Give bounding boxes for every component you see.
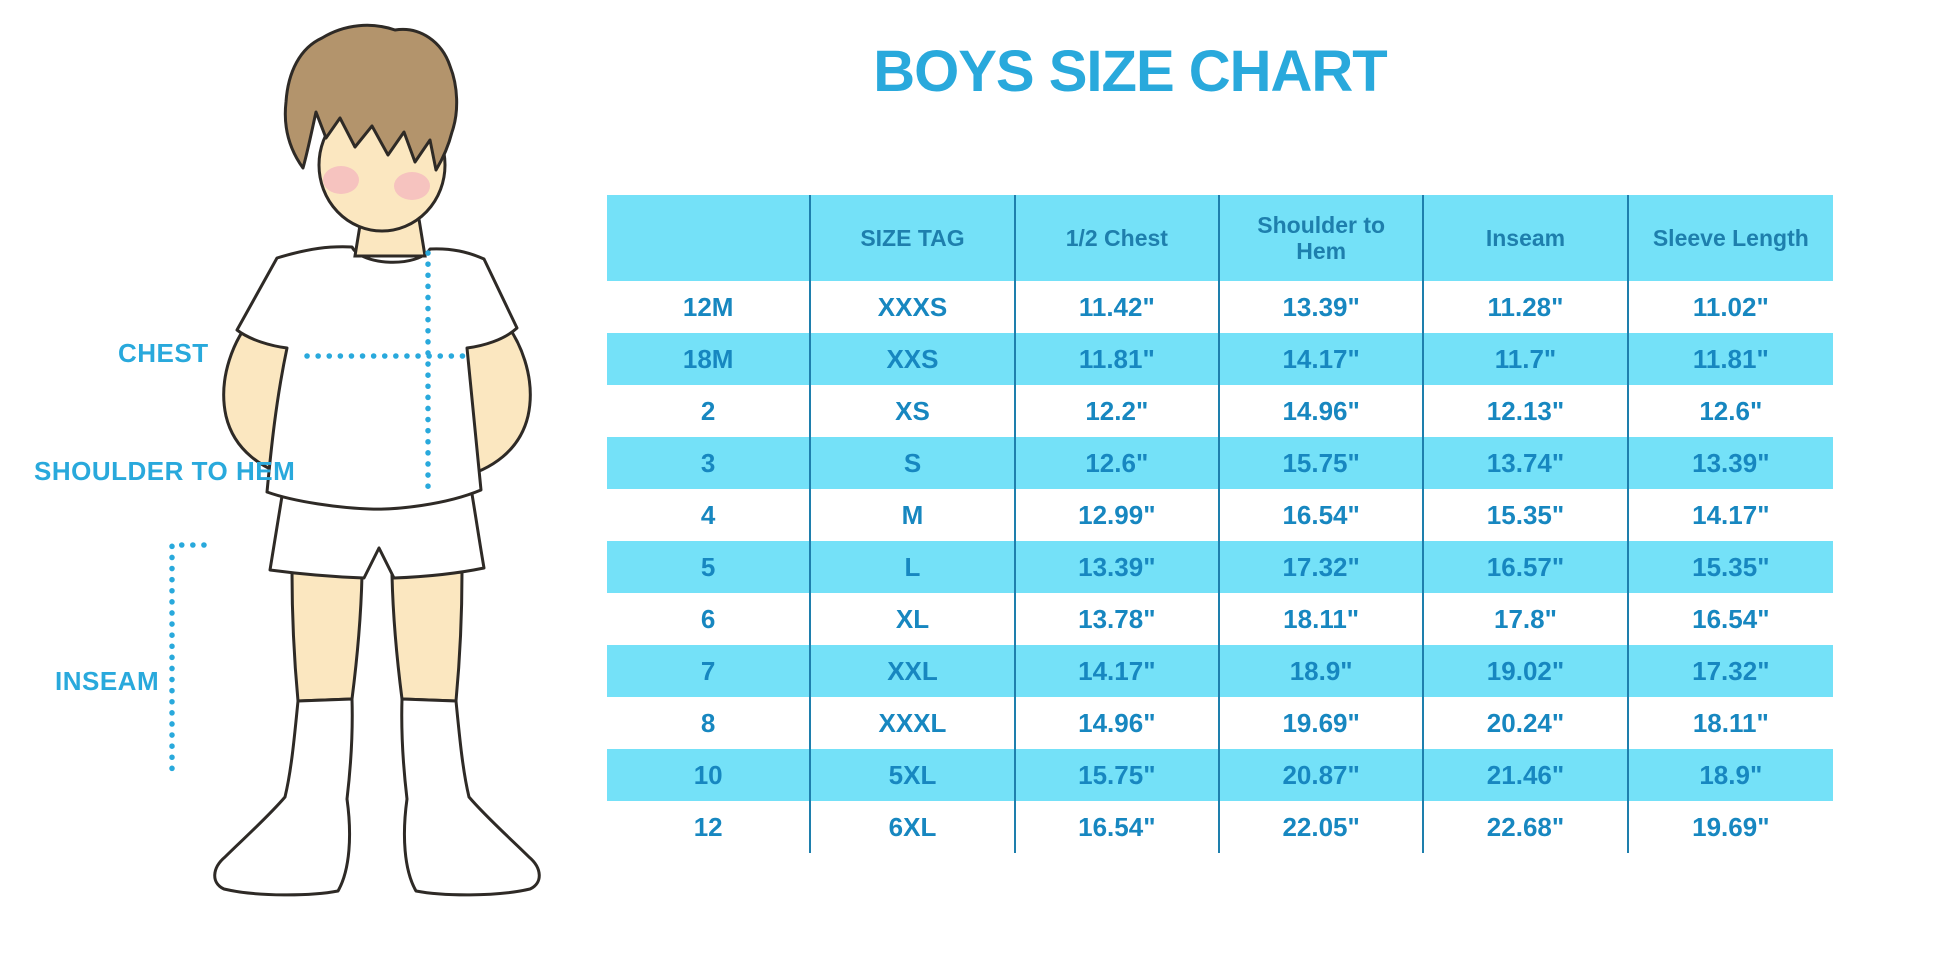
- t-shirt: [235, 245, 519, 511]
- table-cell-r4-c0: 4: [607, 489, 812, 541]
- table-cell-r5-c1: L: [811, 541, 1016, 593]
- inseam-measure-line: [169, 542, 207, 779]
- table-cell-r10-c0: 12: [607, 801, 812, 853]
- table-cell-r3-c1: S: [811, 437, 1016, 489]
- table-cell-r4-c3: 16.54": [1220, 489, 1425, 541]
- table-cell-r0-c1: XXXS: [811, 281, 1016, 333]
- table-cell-r9-c2: 15.75": [1015, 749, 1220, 801]
- table-cell-r3-c3: 15.75": [1219, 437, 1425, 489]
- table-header-cell: 1/2 Chest: [1015, 195, 1220, 281]
- size-chart-table: SIZE TAG 1/2 Chest Shoulder to Hem Inseam Sl…: [607, 195, 1833, 853]
- table-cell-r0-c5: 11.02": [1692, 291, 1769, 322]
- table-cell-r0-c3: 13.39": [1220, 281, 1425, 333]
- table-cell-r10-c1: 6XL: [811, 801, 1016, 853]
- table-cell-r2-c5: 12.6": [1699, 395, 1763, 426]
- label-inseam: INSEAM: [55, 666, 160, 696]
- table-cell-r9-c3: 20.87": [1219, 749, 1425, 801]
- table-cell-r1-c4: 11.7": [1424, 333, 1629, 385]
- page-title: BOYS SIZE CHART: [873, 39, 1388, 104]
- label-shoulder-to-hem: SHOULDER TO HEM: [34, 456, 296, 486]
- table-cell-r0-c2: 11.42": [1016, 281, 1220, 333]
- left-leg: [290, 570, 364, 703]
- table-cell-r7-c0: 7: [607, 645, 812, 697]
- right-leg: [390, 570, 464, 703]
- boy-measurement-illustration: [169, 23, 541, 897]
- table-cell-r4-c2: 12.99": [1016, 489, 1220, 541]
- hair: [283, 23, 459, 172]
- left-blush: [323, 166, 359, 194]
- table-cell-r3-c4: 13.74": [1424, 437, 1629, 489]
- table-cell-r9-c4: 21.46": [1424, 749, 1629, 801]
- left-sock: [213, 697, 354, 897]
- table-cell-r10-c4: 22.68": [1424, 801, 1629, 853]
- right-sock: [400, 697, 541, 897]
- table-cell-r5-c5: 15.35": [1628, 541, 1833, 593]
- table-cell-r6-c4: 17.8": [1424, 593, 1629, 645]
- table-cell-r7-c5: 17.32": [1628, 645, 1833, 697]
- table-cell-r6-c3: 18.11": [1220, 593, 1425, 645]
- table-cell-r8-c3: 19.69": [1220, 697, 1425, 749]
- table-cell-r6-c5: 16.54": [1692, 603, 1770, 634]
- table-cell-r4-c4: 15.35": [1424, 489, 1629, 541]
- table-cell-r6-c2: 13.78": [1016, 593, 1220, 645]
- table-cell-r8-c5: 18.11": [1692, 707, 1769, 738]
- table-header-cell: Shoulder to Hem: [1219, 195, 1425, 281]
- table-cell-r2-c1: XS: [811, 385, 1016, 437]
- table-cell-r8-c2: 14.96": [1016, 697, 1220, 749]
- table-cell-r2-c3: 14.96": [1220, 385, 1425, 437]
- table-cell-r9-c0: 10: [607, 749, 812, 801]
- table-cell-r5-c0: 5: [607, 541, 812, 593]
- table-cell-r0-c0: 12M: [607, 281, 812, 333]
- table-header-cell: SIZE TAG: [811, 195, 1016, 281]
- table-cell-r1-c5: 11.81": [1628, 333, 1833, 385]
- table-cell-r4-c1: M: [811, 489, 1016, 541]
- table-cell-r2-c0: 2: [607, 385, 812, 437]
- table-cell-r8-c0: 8: [607, 697, 812, 749]
- table-cell-r1-c0: 18M: [607, 333, 812, 385]
- table-cell-r3-c0: 3: [607, 437, 812, 489]
- table-cell-r6-c0: 6: [607, 593, 812, 645]
- table-cell-r5-c4: 16.57": [1424, 541, 1629, 593]
- table-cell-r2-c2: 12.2": [1016, 385, 1220, 437]
- label-chest: CHEST: [118, 338, 209, 368]
- table-cell-r1-c1: XXS: [811, 333, 1016, 385]
- table-header-cell: [607, 195, 812, 281]
- table-cell-r2-c4: 12.13": [1424, 385, 1629, 437]
- table-cell-r5-c3: 17.32": [1219, 541, 1425, 593]
- table-cell-r3-c5: 13.39": [1628, 437, 1833, 489]
- table-cell-r6-c1: XL: [811, 593, 1016, 645]
- table-cell-r9-c1: 5XL: [811, 749, 1016, 801]
- table-cell-r7-c1: XXL: [811, 645, 1016, 697]
- table-cell-r10-c3: 22.05": [1220, 801, 1425, 853]
- table-cell-r8-c4: 20.24": [1424, 697, 1629, 749]
- table-cell-r1-c3: 14.17": [1219, 333, 1425, 385]
- right-blush: [394, 172, 430, 200]
- table-cell-r7-c2: 14.17": [1015, 645, 1220, 697]
- table-cell-r8-c1: XXXL: [811, 697, 1016, 749]
- table-cell-r4-c5: 14.17": [1692, 499, 1770, 530]
- shorts: [268, 486, 486, 580]
- table-cell-r7-c4: 19.02": [1424, 645, 1629, 697]
- table-cell-r7-c3: 18.9": [1219, 645, 1425, 697]
- table-header-cell: Inseam: [1424, 195, 1629, 281]
- table-cell-r10-c2: 16.54": [1016, 801, 1220, 853]
- table-cell-r9-c5: 18.9": [1628, 749, 1833, 801]
- table-cell-r0-c4: 11.28": [1424, 281, 1629, 333]
- table-cell-r1-c2: 11.81": [1015, 333, 1220, 385]
- table-cell-r5-c2: 13.39": [1015, 541, 1220, 593]
- table-header-cell: Sleeve Length: [1628, 195, 1833, 281]
- table-cell-r3-c2: 12.6": [1015, 437, 1220, 489]
- table-cell-r10-c5: 19.69": [1692, 811, 1770, 842]
